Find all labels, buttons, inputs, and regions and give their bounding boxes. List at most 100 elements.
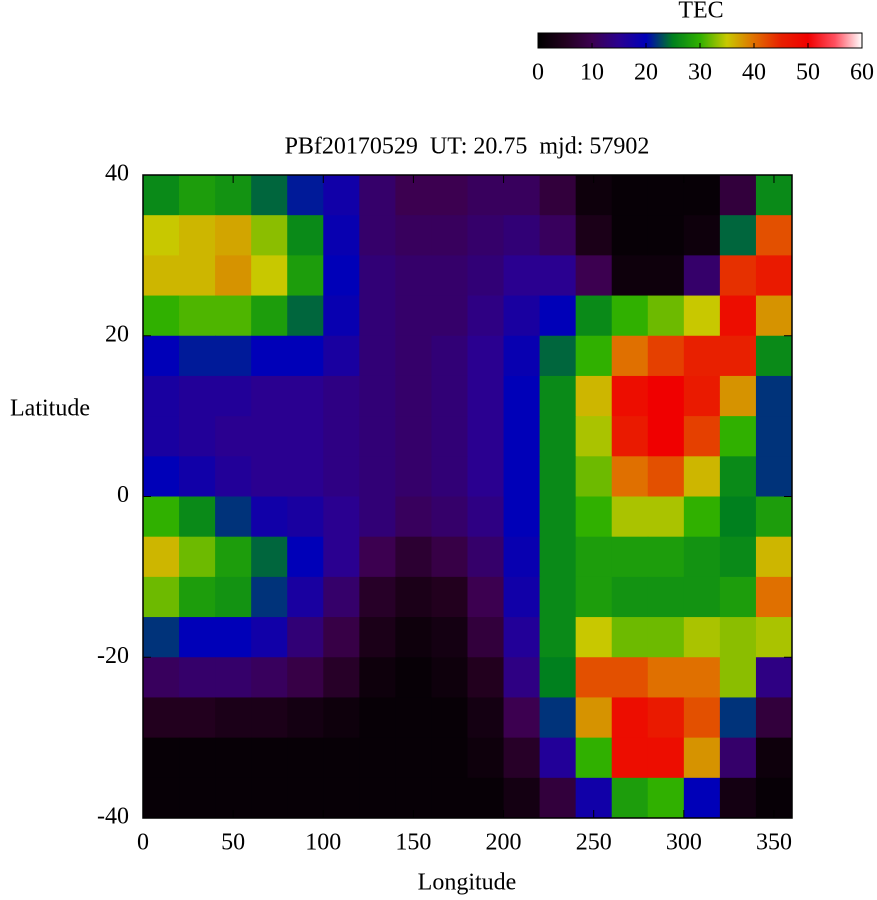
heatmap-cell — [143, 295, 180, 337]
heatmap-cell — [575, 697, 613, 739]
heatmap-cell — [359, 375, 396, 417]
heatmap-cell — [287, 697, 324, 739]
heatmap-cell — [755, 536, 793, 578]
heatmap-cell — [251, 617, 288, 658]
heatmap-cell — [683, 657, 721, 698]
heatmap-cell — [647, 215, 685, 256]
heatmap-cell — [467, 175, 505, 216]
heatmap-cell — [143, 777, 180, 819]
heatmap-cell — [719, 255, 757, 297]
heatmap-cell — [611, 456, 649, 497]
heatmap-cell — [575, 737, 613, 779]
heatmap-cell — [179, 295, 216, 337]
heatmap-cell — [467, 456, 505, 497]
heatmap-cell — [431, 737, 468, 779]
heatmap-cell — [611, 175, 649, 216]
heatmap-cell — [359, 657, 396, 698]
heatmap-cell — [251, 576, 288, 618]
heatmap-cell — [323, 777, 360, 819]
heatmap-cell — [179, 777, 216, 819]
heatmap-cell — [575, 255, 613, 297]
heatmap-cell — [143, 496, 180, 538]
heatmap-cell — [179, 255, 216, 297]
heatmap-cell — [287, 295, 324, 337]
heatmap-cell — [575, 416, 613, 457]
heatmap-cell — [719, 657, 757, 698]
heatmap-cell — [575, 657, 613, 698]
heatmap-cell — [323, 175, 360, 216]
heatmap-cell — [359, 576, 396, 618]
heatmap-cell — [143, 617, 180, 658]
heatmap-cell — [539, 416, 577, 457]
heatmap-cell — [251, 737, 288, 779]
heatmap-cell — [647, 576, 685, 618]
heatmap-cell — [395, 255, 432, 297]
heatmap-cell — [251, 215, 288, 256]
heatmap-cell — [647, 657, 685, 698]
heatmap-cell — [719, 536, 757, 578]
x-tick-label: 150 — [395, 830, 431, 856]
x-tick-label: 50 — [221, 830, 245, 856]
heatmap-cell — [287, 777, 324, 819]
heatmap-cell — [539, 617, 577, 658]
heatmap-cell — [755, 295, 793, 337]
heatmap-cell — [395, 576, 432, 618]
y-tick-label: -40 — [97, 804, 129, 830]
heatmap-cell — [503, 215, 541, 256]
heatmap-cell — [323, 255, 360, 297]
heatmap-cell — [503, 737, 541, 779]
heatmap-cell — [503, 255, 541, 297]
heatmap-cell — [395, 295, 432, 337]
heatmap-cell — [215, 737, 252, 779]
heatmap-cell — [503, 295, 541, 337]
heatmap-cell — [719, 375, 757, 417]
x-tick-label: 250 — [576, 830, 612, 856]
heatmap-cell — [287, 496, 324, 538]
heatmap-cell — [323, 215, 360, 256]
heatmap-cell — [395, 657, 432, 698]
heatmap-cell — [215, 536, 252, 578]
heatmap-cell — [431, 777, 468, 819]
heatmap-cell — [647, 456, 685, 497]
heatmap-cell — [431, 456, 468, 497]
heatmap-cell — [683, 576, 721, 618]
heatmap-cell — [539, 697, 577, 739]
heatmap-cell — [179, 576, 216, 618]
heatmap-cell — [719, 697, 757, 739]
heatmap-cell — [323, 657, 360, 698]
heatmap-cell — [683, 777, 721, 819]
heatmap-cell — [143, 416, 180, 457]
heatmap-cell — [647, 375, 685, 417]
heatmap-cell — [359, 295, 396, 337]
heatmap-cell — [359, 175, 396, 216]
heatmap-cell — [431, 375, 468, 417]
heatmap-cell — [755, 617, 793, 658]
heatmap-cell — [251, 375, 288, 417]
heatmap-cell — [215, 617, 252, 658]
x-tick-label: 350 — [756, 830, 792, 856]
y-tick-label: 0 — [117, 482, 129, 508]
heatmap-cell — [683, 175, 721, 216]
heatmap-cell — [683, 255, 721, 297]
heatmap-cell — [539, 536, 577, 578]
heatmap-cell — [287, 375, 324, 417]
heatmap-cell — [611, 617, 649, 658]
heatmap-cell — [179, 335, 216, 377]
heatmap-cell — [503, 456, 541, 497]
heatmap-cell — [575, 496, 613, 538]
heatmap-cell — [719, 737, 757, 779]
heatmap-cell — [719, 416, 757, 457]
heatmap-cell — [287, 536, 324, 578]
heatmap-cell — [611, 215, 649, 256]
heatmap-cell — [539, 255, 577, 297]
heatmap-cell — [251, 416, 288, 457]
heatmap-cell — [683, 697, 721, 739]
heatmap-cell — [395, 617, 432, 658]
heatmap-cell — [251, 496, 288, 538]
heatmap-cell — [755, 657, 793, 698]
heatmap-cell — [323, 536, 360, 578]
heatmap-cell — [251, 335, 288, 377]
heatmap-cell — [323, 496, 360, 538]
heatmap-cell — [287, 255, 324, 297]
heatmap-cell — [215, 255, 252, 297]
